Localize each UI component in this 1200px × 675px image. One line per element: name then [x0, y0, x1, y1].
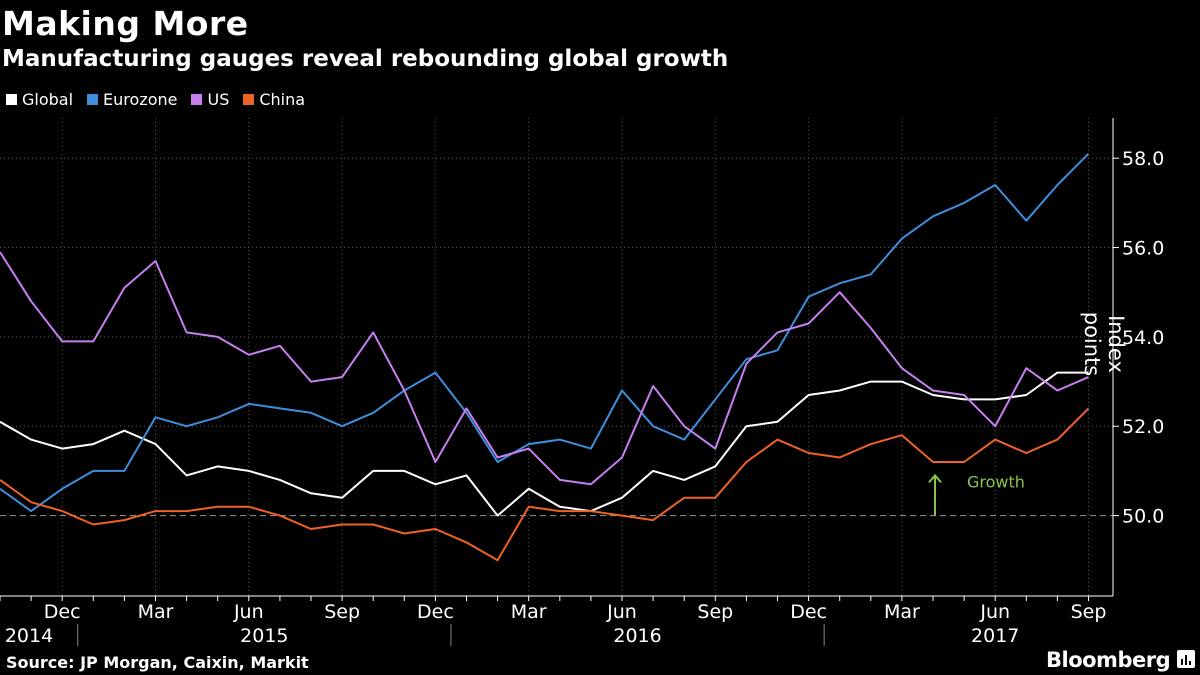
x-tick-label: Dec: [790, 601, 827, 623]
legend-swatch: [87, 94, 99, 105]
legend-item-global: Global: [6, 90, 73, 109]
x-tick-label: Mar: [884, 601, 920, 623]
grid: [0, 118, 1113, 596]
x-tick-label: Dec: [44, 601, 81, 623]
legend-swatch: [243, 94, 255, 105]
legend-item-eurozone: Eurozone: [87, 90, 177, 109]
legend: Global Eurozone US China: [6, 90, 319, 109]
legend-label: Eurozone: [103, 90, 178, 109]
x-tick-label: Sep: [324, 601, 360, 623]
series-line-china: [0, 407, 1090, 562]
bloomberg-icon: [1177, 650, 1195, 668]
x-tick-label: Sep: [1071, 601, 1107, 623]
legend-swatch: [191, 94, 203, 105]
year-label: 2015: [240, 625, 288, 647]
legend-item-china: China: [243, 90, 305, 109]
y-tick-label: 56.0: [1122, 238, 1164, 260]
axes: 50.0 52.0 54.0 56.0 58.0 Dec Mar Jun Sep Dec Mar Ju…: [0, 118, 1164, 647]
chart-subtitle: Manufacturing gauges reveal rebounding g…: [2, 46, 729, 72]
x-tick-label: Sep: [697, 601, 733, 623]
chart-title: Making More: [2, 4, 249, 43]
x-tick-label: Jun: [979, 601, 1010, 623]
legend-swatch: [6, 94, 17, 105]
brand-logo: Bloomberg: [1046, 648, 1171, 672]
growth-arrow-head: [928, 473, 942, 484]
growth-label: Growth: [967, 472, 1025, 491]
x-tick-label: Mar: [511, 601, 547, 623]
annotations: Growth: [928, 472, 1025, 516]
year-label: 2017: [971, 625, 1019, 647]
legend-label: US: [207, 90, 230, 109]
legend-label: China: [259, 90, 306, 109]
y-tick-label: 52.0: [1122, 416, 1164, 438]
y-axis-label: Index points: [1080, 311, 1128, 377]
series-line-us: [0, 251, 1089, 486]
year-label: 2014: [5, 625, 53, 647]
series-line-global: [0, 371, 1089, 517]
y-tick-label: 54.0: [1122, 327, 1164, 349]
year-label: 2016: [613, 625, 661, 647]
series-lines: [0, 152, 1090, 562]
x-tick-label: Mar: [138, 601, 174, 623]
x-tick-label: Jun: [233, 601, 264, 623]
y-tick-label: 50.0: [1122, 506, 1164, 528]
y-tick-label: 58.0: [1122, 148, 1164, 170]
series-line-eurozone: [0, 152, 1090, 513]
source-note: Source: JP Morgan, Caixin, Markit: [6, 653, 309, 672]
x-tick-label: Jun: [606, 601, 637, 623]
x-tick-label: Dec: [417, 601, 454, 623]
legend-item-us: US: [191, 90, 229, 109]
legend-label: Global: [22, 90, 74, 109]
